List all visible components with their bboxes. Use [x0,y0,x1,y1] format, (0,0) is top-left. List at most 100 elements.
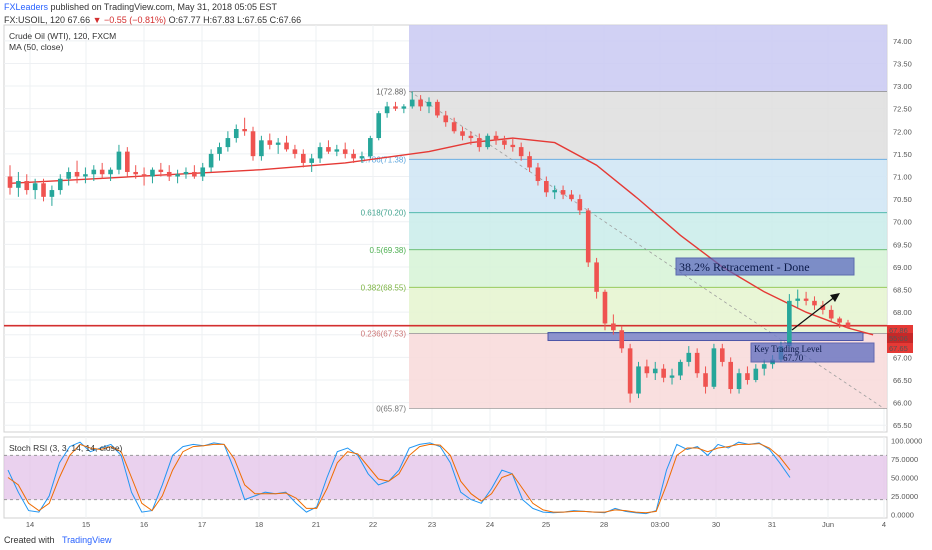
candle-body [476,138,482,148]
candle-body [292,149,298,154]
retracement-label: 38.2% Retracement - Done [679,260,810,274]
candle-body [208,153,214,168]
retracement-box [675,257,855,276]
candle-body [66,171,71,179]
candle-body [728,361,733,390]
candle-body [443,115,449,123]
candle-body [837,318,842,323]
fib-zone [409,212,887,250]
candle-body [485,135,490,148]
candle-body [594,262,599,292]
candle-body [317,147,323,159]
fib-level-label: 0.382(68.55) [361,283,407,292]
candle-body [200,167,206,177]
price-tag-text: 67.65 [889,344,908,353]
candle-body [569,194,574,200]
y-tick-label: 66.00 [893,399,912,408]
candle-body [326,147,331,152]
candle-body [761,364,767,369]
candle-body [753,368,759,380]
candle-body [510,144,516,148]
candle-body [845,322,851,328]
candle-body [250,131,256,157]
fib-zone [409,91,887,160]
candle-body [32,183,38,191]
candle-body [736,373,742,390]
rsi-series-line [7,441,791,515]
candle-body [719,348,725,362]
price-tag [887,343,913,353]
candle-body [418,99,423,107]
y-tick-label: 71.00 [893,172,912,181]
x-tick-label: 03:00 [651,520,670,529]
rsi-y-tick-label: 100.0000 [891,437,922,446]
x-tick-label: 17 [198,520,206,529]
x-tick-label: 31 [768,520,776,529]
candle-body [233,129,239,139]
candle-body [435,101,440,116]
forecast-arrow-head [830,293,840,302]
candle-body [694,352,700,374]
candle-body [468,135,474,139]
candle-body [644,366,650,374]
last-price: 67.66 [67,15,91,25]
candle-body [552,190,558,193]
y-tick-label: 73.00 [893,82,912,91]
candle-body [217,147,222,154]
candle-body [116,151,122,170]
candle-body [602,291,608,324]
ohlc-values: O:67.77 H:67.83 L:67.65 C:67.66 [168,15,302,25]
candle-body [384,106,390,114]
candle-body [795,298,801,301]
candle-body [518,147,524,157]
candle-body [493,135,499,141]
publisher-name[interactable]: FXLeaders [4,2,49,12]
key-level-annotation-title: Key Trading Level [754,344,822,354]
candle-body [275,142,281,145]
candle-body [678,361,683,376]
candle-body [242,129,247,132]
x-tick-label: 4 [882,520,886,529]
candle-body [183,171,189,175]
candle-body [24,181,30,191]
candle-body [812,300,817,306]
y-tick-label: 71.50 [893,150,912,159]
x-tick-label: 15 [82,520,90,529]
publish-text: published on TradingView.com, May 31, 20… [50,2,278,12]
candle-body [745,373,750,380]
candle-body [125,151,130,172]
forecast-arrow-line [791,295,837,331]
y-tick-label: 67.00 [893,353,912,362]
candle-body [401,106,407,109]
candle-body [225,138,231,148]
fib-level-label: 1(72.88) [376,87,406,96]
x-tick-label: 14 [26,520,34,529]
candle-body [342,149,348,154]
candle-body [627,348,633,394]
symbol-label: FX:USOIL, 120 [4,15,66,25]
fib-zone [409,159,887,213]
candle-body [108,169,113,175]
fib-level-label: 0.618(70.20) [361,209,407,218]
candle-body [368,138,373,157]
publish-info: FXLeaders published on TradingView.com, … [4,2,277,12]
candle-body [636,366,641,394]
x-tick-label: 24 [486,520,494,529]
candle-body [560,190,566,195]
footer: Created with TradingView [0,532,932,550]
x-tick-label: 25 [542,520,550,529]
y-tick-label: 65.50 [893,421,912,430]
candle-body [544,181,549,193]
y-tick-label: 72.50 [893,105,912,114]
tradingview-logo-text[interactable]: TradingView [62,535,112,545]
fib-level-label: 0(65.87) [376,404,406,413]
y-tick-label: 74.00 [893,37,912,46]
candle-body [259,140,264,157]
candle-body [150,169,155,177]
symbol-info: FX:USOIL, 120 67.66 ▼ −0.55 (−0.81%) O:6… [4,15,301,25]
rsi-y-tick-label: 75.0000 [891,455,918,464]
candle-body [300,153,306,163]
candle-body [309,158,314,163]
candle-body [133,171,139,175]
